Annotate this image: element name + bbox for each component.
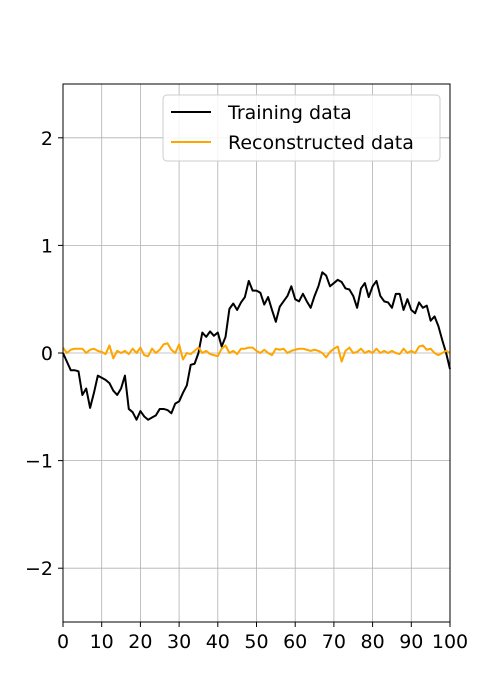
x-tick-label: 0 — [57, 631, 69, 653]
x-tick-label: 40 — [206, 631, 230, 653]
x-tick-label: 10 — [90, 631, 114, 653]
series-line-reconstructed — [62, 342, 451, 363]
series-lines — [62, 271, 451, 421]
x-tick-label: 50 — [244, 631, 268, 653]
y-tick-label: 1 — [41, 235, 53, 257]
y-tick-label: 0 — [41, 343, 53, 365]
x-tick-label: 80 — [361, 631, 385, 653]
legend-label-reconstructed: Reconstructed data — [228, 132, 414, 154]
legend-box — [162, 94, 441, 162]
y-tick-label: −2 — [25, 558, 53, 580]
x-tick-label: 90 — [399, 631, 423, 653]
y-tick-label: 2 — [41, 128, 53, 150]
series-line-training — [62, 271, 451, 421]
axis-ticks: 0 10 20 30 40 50 60 70 80 90 100 −2 −1 0 1 2 — [25, 128, 468, 653]
x-tick-label: 70 — [322, 631, 346, 653]
y-tick-label: −1 — [25, 451, 53, 473]
x-tick-label: 20 — [128, 631, 152, 653]
x-tick-label: 100 — [432, 631, 468, 653]
x-tick-label: 30 — [167, 631, 191, 653]
legend: Training data Reconstructed data — [162, 94, 441, 162]
legend-label-training: Training data — [227, 102, 352, 124]
x-tick-label: 60 — [283, 631, 307, 653]
